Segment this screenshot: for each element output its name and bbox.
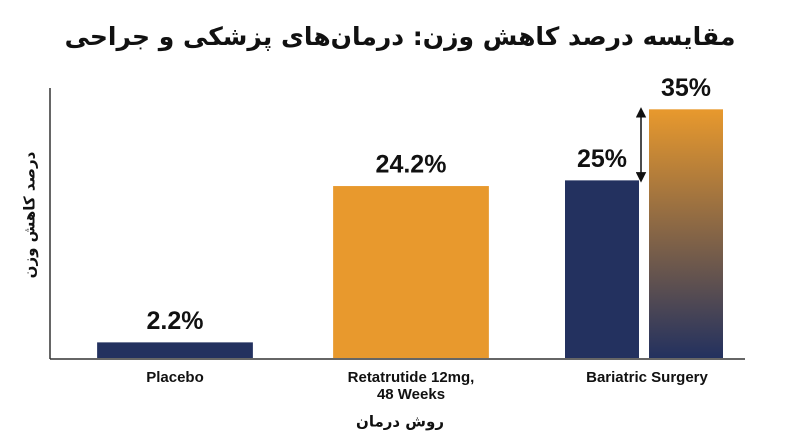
- chart-title: مقایسه درصد کاهش وزن: درمان‌های پزشکی و …: [65, 22, 736, 52]
- y-axis-label: درصد کاهش وزن: [21, 151, 39, 278]
- value-label: 2.2%: [147, 307, 204, 335]
- x-axis-label: روش درمان: [356, 413, 444, 431]
- x-tick-label: Placebo: [146, 369, 204, 386]
- bar: [333, 186, 489, 358]
- x-tick-label: Bariatric Surgery: [586, 369, 708, 386]
- value-label: 25%: [577, 145, 627, 173]
- x-tick-label: 48 Weeks: [377, 386, 445, 403]
- bar: [565, 180, 639, 358]
- value-label: 24.2%: [376, 151, 447, 179]
- value-label: 35%: [661, 74, 711, 102]
- x-tick-label: Retatrutide 12mg,: [348, 369, 475, 386]
- bar: [649, 109, 723, 358]
- bar: [97, 342, 253, 358]
